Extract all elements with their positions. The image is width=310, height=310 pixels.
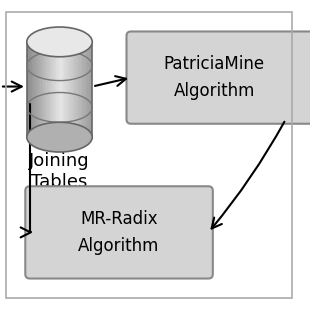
Bar <box>30 42 32 137</box>
Bar <box>81 42 82 137</box>
Text: MR-Radix
Algorithm: MR-Radix Algorithm <box>78 210 160 255</box>
Bar <box>82 42 84 137</box>
Bar <box>69 42 71 137</box>
Bar <box>55 42 56 137</box>
Text: PatriciaMine
Algorithm: PatriciaMine Algorithm <box>164 55 265 100</box>
Bar <box>46 42 48 137</box>
Bar <box>58 42 60 137</box>
Bar <box>60 42 61 137</box>
FancyBboxPatch shape <box>25 186 213 278</box>
Bar <box>45 42 46 137</box>
Bar <box>74 42 76 137</box>
Bar <box>37 42 38 137</box>
Bar <box>33 42 35 137</box>
Bar <box>89 42 91 137</box>
Bar <box>56 42 58 137</box>
Bar <box>35 42 37 137</box>
Bar <box>73 42 74 137</box>
Bar <box>71 42 73 137</box>
Bar <box>50 42 51 137</box>
Bar <box>51 42 53 137</box>
Ellipse shape <box>27 27 92 57</box>
Bar <box>86 42 87 137</box>
Bar <box>32 42 33 137</box>
Bar <box>38 42 40 137</box>
Bar <box>66 42 68 137</box>
Bar <box>29 42 30 137</box>
Bar <box>79 42 81 137</box>
Bar <box>91 42 92 137</box>
Bar <box>61 42 63 137</box>
Bar <box>87 42 89 137</box>
Bar <box>43 42 45 137</box>
FancyBboxPatch shape <box>126 32 310 124</box>
Bar <box>53 42 55 137</box>
Bar <box>42 42 43 137</box>
Bar <box>27 42 29 137</box>
Bar <box>63 42 64 137</box>
Bar <box>68 42 69 137</box>
Bar <box>40 42 42 137</box>
Bar <box>78 42 79 137</box>
Bar <box>48 42 50 137</box>
Ellipse shape <box>27 122 92 152</box>
Bar <box>27 42 92 137</box>
Text: Joining
Tables: Joining Tables <box>29 152 90 191</box>
Bar <box>64 42 66 137</box>
Bar <box>76 42 78 137</box>
Bar <box>84 42 86 137</box>
